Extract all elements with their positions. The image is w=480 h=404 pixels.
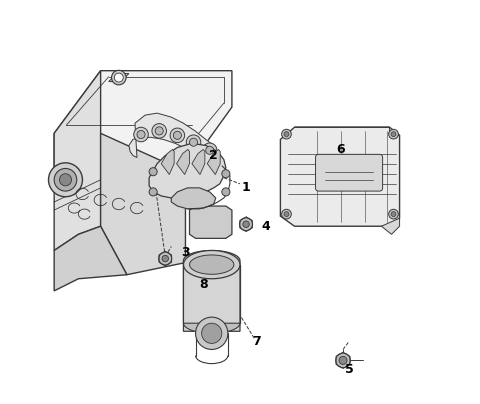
Text: 6: 6 [336,143,345,156]
Text: 8: 8 [199,278,208,291]
Polygon shape [177,149,190,175]
Circle shape [222,188,230,196]
Circle shape [170,128,185,143]
Circle shape [284,212,289,217]
Circle shape [203,143,217,158]
Circle shape [54,168,77,191]
Polygon shape [207,149,220,175]
Polygon shape [54,226,127,291]
Circle shape [149,168,157,176]
Polygon shape [295,127,399,135]
Text: 3: 3 [181,246,190,259]
Polygon shape [108,74,129,82]
Circle shape [202,323,222,343]
Circle shape [336,353,350,368]
Circle shape [339,356,347,364]
Polygon shape [129,113,216,162]
Polygon shape [161,149,174,175]
Circle shape [137,130,145,139]
Circle shape [222,170,230,178]
Circle shape [134,127,148,142]
Text: 2: 2 [209,149,218,162]
Circle shape [162,255,168,262]
Circle shape [240,218,252,231]
Polygon shape [382,218,399,234]
Circle shape [48,163,83,197]
Circle shape [243,221,249,227]
Circle shape [159,252,172,265]
Polygon shape [190,255,234,274]
Circle shape [60,174,72,186]
Polygon shape [183,250,240,331]
Circle shape [391,212,396,217]
Polygon shape [190,206,232,238]
Polygon shape [183,323,240,333]
Circle shape [186,135,201,149]
FancyBboxPatch shape [315,154,383,191]
Circle shape [282,209,291,219]
Polygon shape [192,149,205,175]
Text: 7: 7 [252,335,261,348]
Text: 4: 4 [262,220,271,233]
Circle shape [389,129,398,139]
Text: 1: 1 [242,181,251,194]
Circle shape [205,146,214,154]
Circle shape [389,209,398,219]
Polygon shape [54,71,101,250]
Circle shape [155,127,163,135]
Polygon shape [101,133,185,275]
Polygon shape [183,250,240,279]
Circle shape [173,131,181,139]
Circle shape [282,129,291,139]
Polygon shape [171,188,216,209]
Polygon shape [54,71,232,172]
Circle shape [190,138,198,146]
Circle shape [284,132,289,137]
Circle shape [195,317,228,349]
Circle shape [152,124,167,138]
Polygon shape [149,143,226,198]
Circle shape [391,132,396,137]
Text: 5: 5 [345,363,353,376]
Circle shape [111,70,126,85]
Circle shape [114,73,123,82]
Circle shape [149,188,157,196]
Polygon shape [280,127,399,226]
